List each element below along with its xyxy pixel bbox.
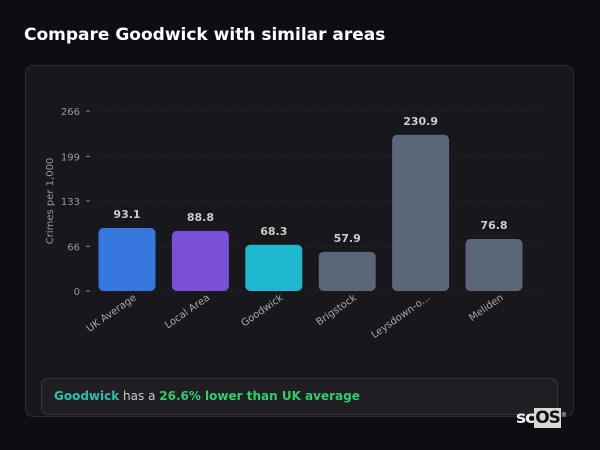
bar [98,228,156,291]
page-title: Compare Goodwick with similar areas [24,25,386,45]
x-tick-label: Goodwick [239,292,285,329]
scos-logo: scOS® [516,408,567,428]
data-label: 230.9 [403,115,438,128]
x-tick-label: Leysdown-o... [370,292,433,341]
data-label: 93.1 [113,208,140,221]
y-tick-label: 266 [61,107,80,118]
summary-comparison: 26.6% lower than UK average [159,389,360,403]
summary-area: Goodwick [54,389,120,403]
y-tick-label: 133 [61,197,80,208]
data-label: 76.8 [480,219,507,232]
bar [245,244,303,291]
data-label: 88.8 [187,211,214,224]
x-tick-label: Meliden [467,292,505,323]
bar [318,251,376,291]
y-axis-label: Crimes per 1,000 [45,158,56,245]
y-tick-label: 66 [67,242,80,253]
x-tick-label: Brigstock [314,292,359,328]
bar [465,239,523,291]
y-tick-label: 199 [61,152,80,163]
data-label: 57.9 [334,232,361,245]
x-tick-label: Local Area [163,292,212,331]
bar [392,134,450,291]
x-tick-label: UK Average [85,292,139,334]
summary-box: Goodwick has a 26.6% lower than UK avera… [41,378,558,415]
data-label: 68.3 [260,225,287,238]
bar [171,230,229,291]
y-tick-label: 0 [74,287,80,298]
summary-text: has a [119,389,160,403]
